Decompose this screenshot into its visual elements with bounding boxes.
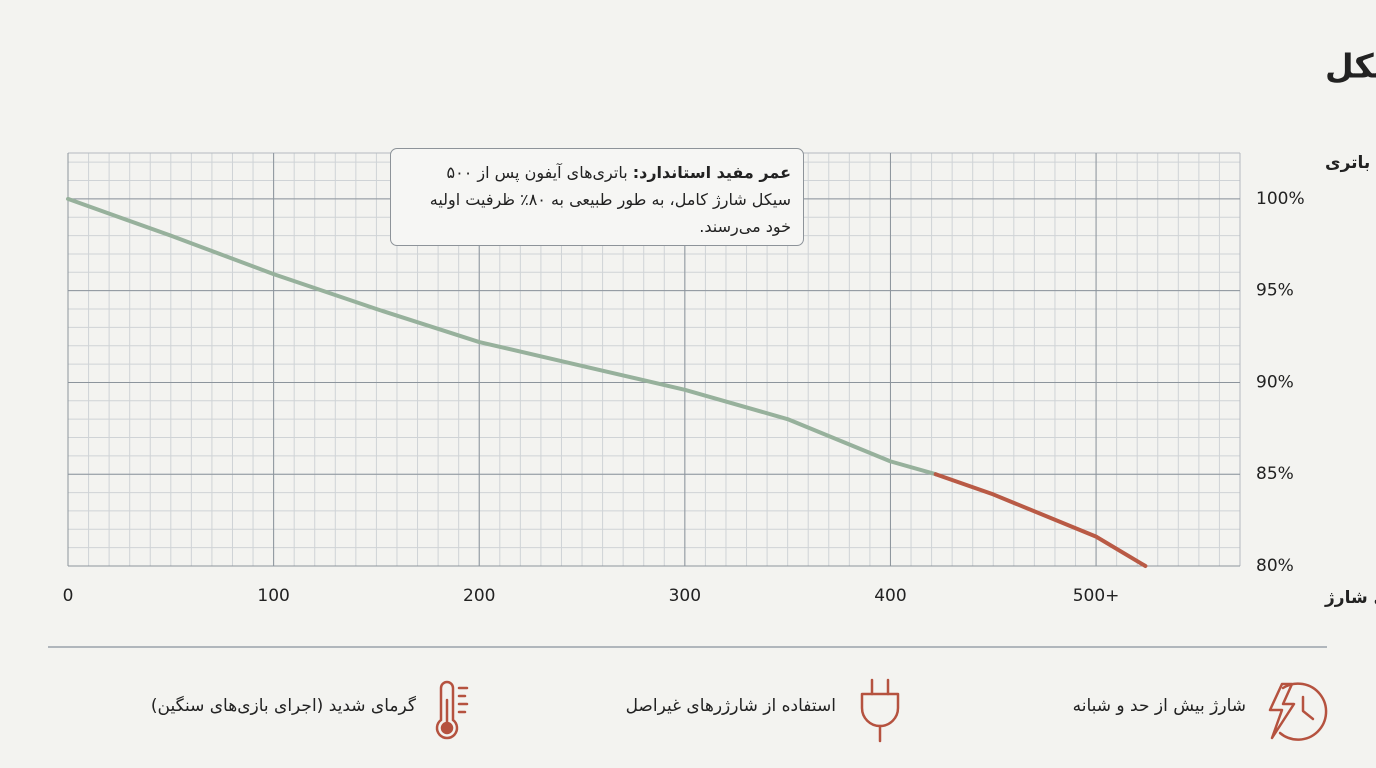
- y-tick-label: 85%: [1256, 464, 1294, 484]
- x-tick-label: 300: [669, 586, 701, 606]
- x-tick-label: 0: [63, 586, 74, 606]
- x-tick-label: 100: [257, 586, 289, 606]
- heat-icon: [435, 680, 469, 740]
- x-tick-label: 200: [463, 586, 495, 606]
- footer-item: شارژ بیش از حد و شبانه: [1072, 696, 1246, 716]
- footer-item: استفاده از شارژرهای غیراصل: [625, 696, 836, 716]
- y-axis-label: ظرفیت باتری: [1325, 153, 1376, 173]
- chart-title: علم تخریب لیتیوم-یون: قانون ۵۰۰ سیکل: [1325, 47, 1376, 87]
- y-tick-label: 95%: [1256, 281, 1294, 301]
- y-tick-label: 90%: [1256, 372, 1294, 392]
- y-tick-label: 100%: [1256, 189, 1305, 209]
- grid: [67, 152, 1241, 567]
- y-tick-label: 80%: [1256, 556, 1294, 576]
- annotation-title: عمر مفید استاندارد:: [632, 163, 791, 182]
- data-line: [66, 196, 938, 477]
- data-line: [933, 472, 1148, 568]
- x-tick-label: 400: [874, 586, 906, 606]
- charger-icon: [860, 678, 900, 743]
- x-axis-label: سیکل‌های شارژ: [1324, 588, 1376, 608]
- annotation: عمر مفید استاندارد: باتری‌های آیفون پس ا…: [390, 148, 804, 246]
- overcharge-icon: [1268, 682, 1328, 741]
- footer-item: گرمای شدید (اجرای بازی‌های سنگین): [150, 696, 416, 716]
- annotation-text: باتری‌های آیفون پس از ۵۰۰ سیکل شارژ کامل…: [429, 163, 791, 236]
- x-tick-label: 500+: [1073, 586, 1120, 606]
- plot: [66, 196, 1148, 568]
